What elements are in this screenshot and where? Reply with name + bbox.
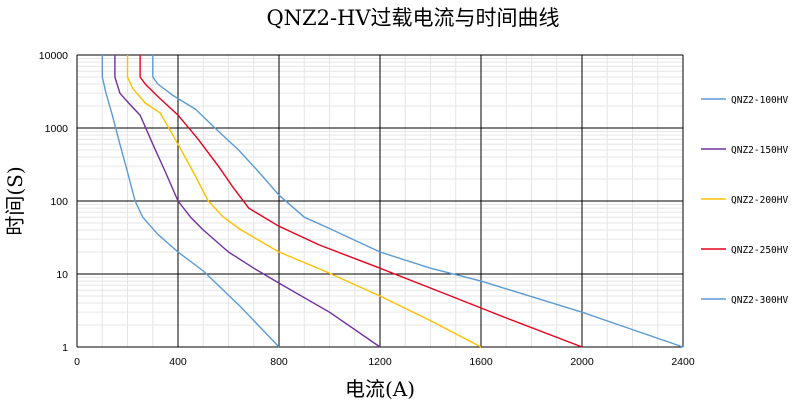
x-tick-label: 0 — [74, 356, 80, 368]
legend-label-5: QNZ2-300HV — [731, 295, 788, 306]
x-axis-label: 电流(A) — [345, 377, 415, 401]
y-tick-label: 10 — [56, 269, 68, 281]
series-layer — [101, 55, 684, 348]
y-tick-label: 100 — [50, 196, 68, 208]
y-tick-label: 10000 — [39, 50, 68, 62]
x-tick-label: 800 — [270, 356, 288, 368]
x-axis-ticks: 0 400 800 1200 1600 2000 2400 — [74, 356, 695, 368]
y-tick-label: 1 — [62, 342, 68, 354]
legend-label-2: QNZ2-150HV — [731, 145, 788, 156]
y-axis-label: 时间(S) — [3, 166, 27, 235]
series-line-5 — [152, 55, 684, 348]
series-line-4 — [139, 55, 583, 348]
x-tick-label: 400 — [169, 356, 187, 368]
x-tick-label: 1200 — [368, 356, 392, 368]
legend: QNZ2-100HV QNZ2-150HV QNZ2-200HV QNZ2-250HV… — [701, 95, 788, 306]
legend-label-3: QNZ2-200HV — [731, 195, 788, 206]
series-line-2 — [114, 55, 381, 348]
y-axis-ticks: 1 10 100 1000 10000 — [39, 50, 68, 354]
legend-label-4: QNZ2-250HV — [731, 245, 788, 256]
x-tick-label: 2000 — [570, 356, 594, 368]
series-line-3 — [126, 55, 482, 348]
series-line-1 — [101, 55, 280, 348]
x-tick-label: 1600 — [469, 356, 493, 368]
chart-title: QNZ2-HV过载电流与时间曲线 — [266, 6, 559, 30]
x-tick-label: 2400 — [671, 356, 695, 368]
legend-label-1: QNZ2-100HV — [731, 95, 788, 106]
y-tick-label: 1000 — [45, 123, 69, 135]
